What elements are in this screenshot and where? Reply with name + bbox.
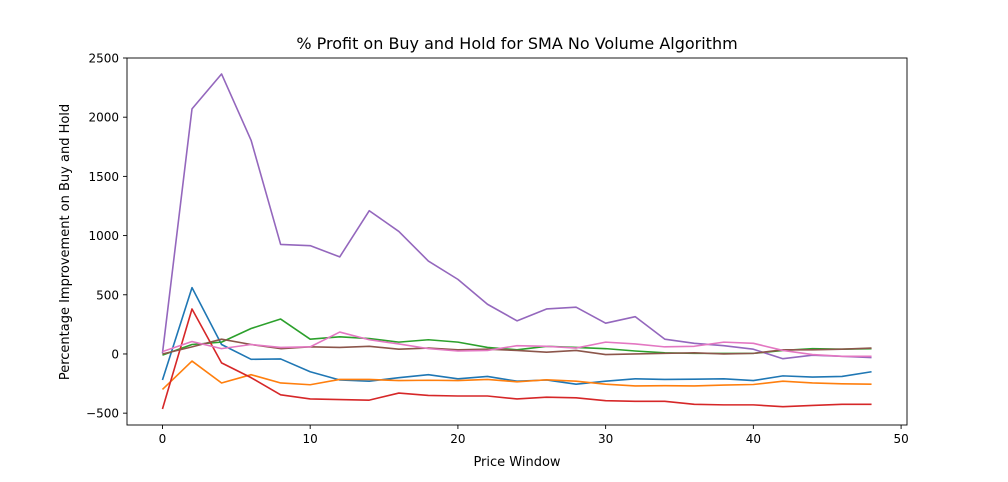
series-line-5	[161, 73, 872, 360]
chart-title: % Profit on Buy and Hold for SMA No Volu…	[296, 34, 737, 53]
series-line-1	[161, 286, 872, 385]
series-line-2	[161, 360, 872, 391]
y-tick-label: 2500	[88, 52, 119, 66]
series-line-4	[161, 308, 872, 410]
y-tick-label: 500	[96, 288, 119, 302]
series-line-7	[162, 331, 872, 358]
x-axis-label: Price Window	[473, 455, 560, 470]
y-tick-label: 2000	[88, 111, 119, 125]
x-tick-label: 50	[893, 432, 908, 446]
axes-frame	[126, 57, 908, 426]
y-tick-label: 1000	[88, 229, 119, 243]
y-tick-label: 1500	[88, 170, 119, 184]
y-tick-label: 0	[111, 347, 119, 361]
series-line-6	[162, 338, 872, 356]
y-tick-label: −500	[86, 407, 119, 421]
y-axis-label: Percentage Improvement on Buy and Hold	[58, 104, 73, 380]
x-tick-label: 40	[746, 432, 761, 446]
x-tick-label: 30	[598, 432, 613, 446]
x-tick-label: 20	[450, 432, 465, 446]
x-tick-label: 0	[159, 432, 167, 446]
plot-area: 0 10 20 30 40 50 −500 0 500 1000 1500 2000 2500	[86, 52, 909, 447]
x-tick-label: 10	[303, 432, 318, 446]
